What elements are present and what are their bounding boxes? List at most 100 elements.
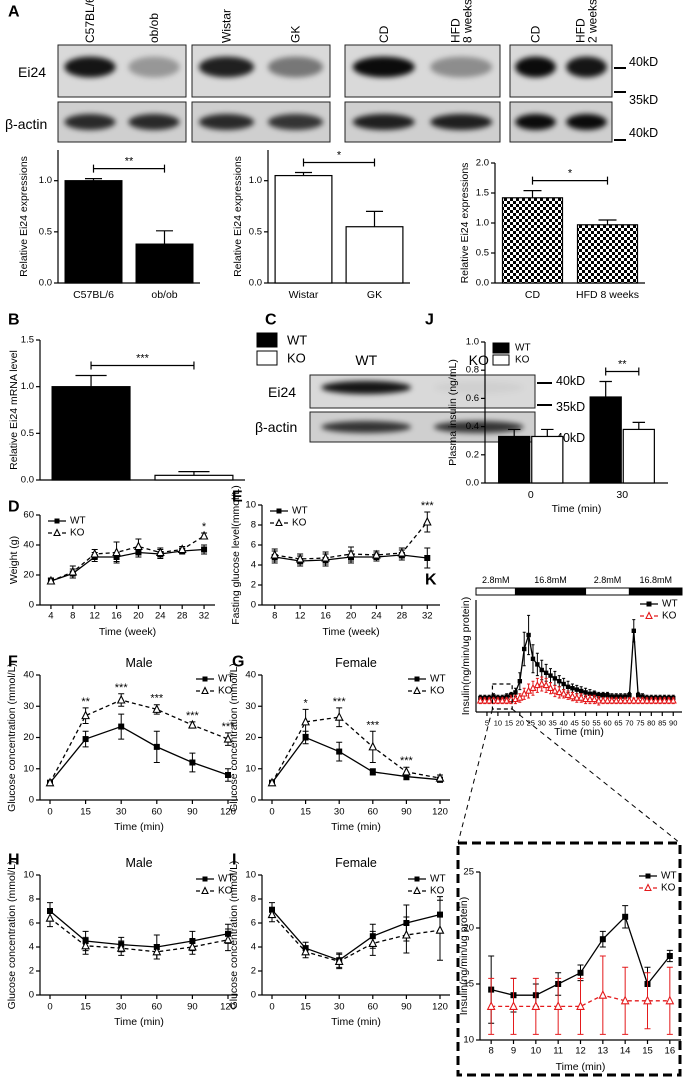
data-point bbox=[620, 995, 630, 1005]
data-point bbox=[481, 696, 489, 704]
x-tick-label: 90 bbox=[401, 807, 412, 818]
blot-band bbox=[352, 56, 415, 78]
bar bbox=[501, 197, 564, 284]
blot-band bbox=[430, 114, 493, 130]
data-point bbox=[583, 690, 588, 695]
data-point bbox=[155, 547, 165, 557]
y-tick-label: 2 bbox=[251, 966, 256, 977]
data-point bbox=[81, 940, 90, 950]
x-axis-label: Time (min) bbox=[114, 1016, 164, 1028]
data-point bbox=[557, 679, 562, 684]
row-label: β-actin bbox=[5, 116, 47, 132]
significance-label: *** bbox=[186, 710, 200, 722]
data-point bbox=[516, 693, 524, 701]
y-tick-label: 6 bbox=[251, 540, 256, 551]
y-axis-label: Glucose concentration (mmol/L) bbox=[6, 861, 18, 1010]
significance-label: *** bbox=[400, 755, 414, 767]
panel-letter: C bbox=[265, 312, 277, 329]
data-point bbox=[188, 719, 197, 729]
y-tick-label: 25 bbox=[463, 867, 474, 878]
data-point bbox=[630, 696, 638, 704]
series-line bbox=[271, 716, 441, 784]
row-label: Ei24 bbox=[268, 384, 296, 400]
x-tick-label: 9 bbox=[511, 1046, 516, 1057]
x-tick-label: 90 bbox=[187, 1002, 198, 1013]
y-tick-label: 0 bbox=[29, 600, 34, 611]
blot-band bbox=[433, 421, 524, 433]
data-point bbox=[577, 693, 585, 701]
inset-frame bbox=[456, 841, 682, 1077]
panel-letter: G bbox=[232, 654, 244, 671]
x-tick-label: 8 bbox=[70, 611, 75, 622]
legend-label: WT bbox=[515, 343, 531, 354]
data-point bbox=[647, 696, 655, 704]
y-axis-label: Fasting glucose level(mmol/L) bbox=[230, 485, 242, 624]
x-tick-label: 60 bbox=[603, 719, 611, 728]
bar bbox=[154, 474, 234, 481]
blot-band bbox=[566, 114, 607, 130]
data-point bbox=[605, 693, 610, 698]
y-tick-label: 6 bbox=[251, 918, 256, 929]
data-point bbox=[586, 694, 594, 703]
lane-label: C57BL/6 bbox=[83, 0, 97, 43]
x-tick-label: 24 bbox=[155, 611, 166, 622]
legend-label: WT bbox=[430, 874, 446, 885]
data-point bbox=[577, 969, 584, 976]
x-tick-label: 60 bbox=[368, 807, 379, 818]
x-axis-label: Time (min) bbox=[331, 821, 381, 833]
x-tick-label: 45 bbox=[570, 719, 578, 728]
legend-marker bbox=[202, 676, 208, 682]
blot-band bbox=[267, 56, 324, 78]
y-tick-label: 20 bbox=[245, 732, 256, 743]
data-point bbox=[574, 687, 580, 692]
x-tick-label: 85 bbox=[658, 719, 666, 728]
data-point bbox=[555, 687, 563, 696]
data-point bbox=[552, 676, 558, 681]
panel-letter: I bbox=[232, 852, 236, 869]
data-point bbox=[402, 929, 411, 939]
blot-band bbox=[352, 114, 415, 130]
significance-label: *** bbox=[366, 719, 380, 731]
data-point bbox=[177, 544, 187, 554]
data-point bbox=[334, 956, 344, 965]
significance-bracket bbox=[531, 176, 609, 185]
y-tick-label: 20 bbox=[23, 570, 34, 581]
data-point bbox=[546, 683, 555, 691]
x-tick-label: 11 bbox=[553, 1046, 563, 1057]
significance-label: *** bbox=[115, 682, 129, 694]
x-tick-label: 15 bbox=[642, 1046, 653, 1057]
x-tick-label: 60 bbox=[368, 1002, 379, 1013]
y-tick-label: 20 bbox=[463, 923, 474, 934]
x-tick-label: HFD 8 weeks bbox=[576, 289, 639, 301]
y-tick-label: 0.5 bbox=[39, 226, 52, 237]
data-point bbox=[152, 704, 162, 713]
legend-marker bbox=[53, 528, 61, 537]
x-tick-label: 12 bbox=[295, 611, 306, 622]
x-tick-label: CD bbox=[525, 289, 541, 301]
data-point bbox=[188, 941, 197, 951]
y-tick-label: 0 bbox=[251, 600, 256, 611]
legend-marker bbox=[413, 686, 421, 695]
data-point bbox=[372, 549, 381, 559]
data-point bbox=[576, 1001, 585, 1010]
x-axis-label: Time (min) bbox=[556, 1061, 606, 1073]
x-tick-label: 120 bbox=[220, 1002, 236, 1013]
y-tick-label: 1.0 bbox=[466, 337, 479, 348]
data-point bbox=[631, 628, 636, 633]
legend-marker bbox=[414, 876, 420, 882]
significance-label: ** bbox=[618, 358, 627, 370]
lane-label: HFD bbox=[574, 18, 588, 43]
data-point bbox=[334, 711, 344, 721]
lane-label: Wistar bbox=[220, 9, 234, 43]
x-tick-label: 8 bbox=[489, 1046, 494, 1057]
data-point bbox=[538, 679, 546, 687]
x-axis-label: Time (min) bbox=[552, 503, 602, 515]
series-line bbox=[50, 548, 205, 582]
data-point bbox=[669, 696, 677, 704]
significance-label: * bbox=[337, 150, 342, 162]
x-axis-label: Time (week) bbox=[99, 626, 156, 638]
data-point bbox=[599, 936, 606, 943]
lane-label: ob/ob bbox=[147, 13, 161, 43]
y-tick-label: 8 bbox=[251, 520, 256, 531]
data-point bbox=[295, 553, 305, 563]
